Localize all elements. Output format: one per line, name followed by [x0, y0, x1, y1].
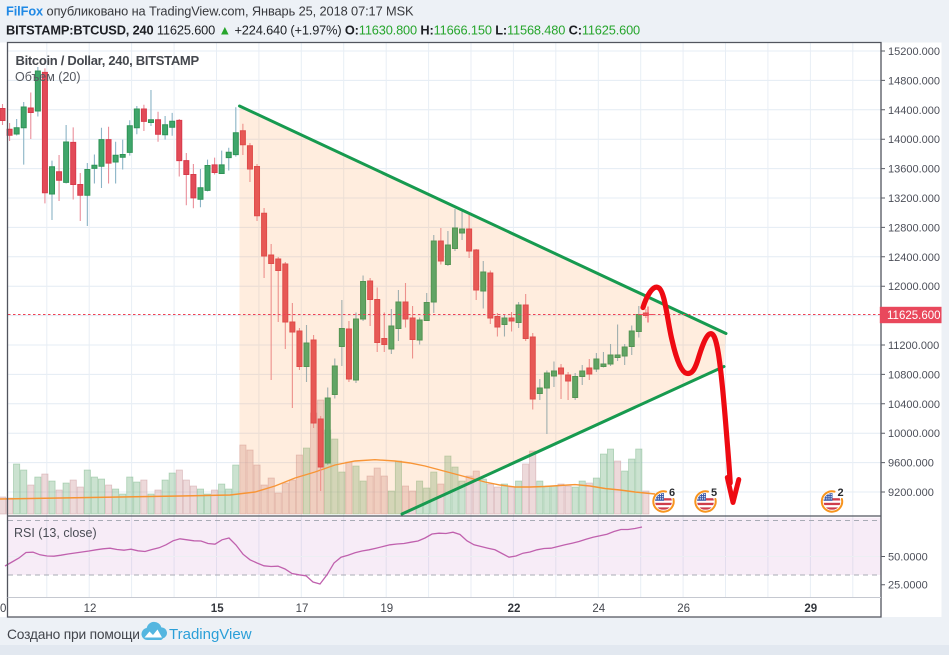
- svg-text:0: 0: [0, 603, 6, 615]
- svg-text:12400.000: 12400.000: [888, 252, 940, 264]
- svg-text:Создано при помощи: Создано при помощи: [7, 627, 140, 642]
- svg-text:BITSTAMP:BTCUSD, 240 11625.60: BITSTAMP:BTCUSD, 240 11625.600 ▲ +224.64…: [6, 23, 640, 38]
- svg-text:14400.000: 14400.000: [888, 105, 940, 117]
- svg-text:9600.000: 9600.000: [888, 458, 934, 470]
- svg-text:25.0000: 25.0000: [888, 580, 928, 592]
- svg-text:14800.000: 14800.000: [888, 75, 940, 87]
- svg-text:9200.000: 9200.000: [888, 487, 934, 499]
- svg-text:10400.000: 10400.000: [888, 399, 940, 411]
- svg-text:Объем (20): Объем (20): [15, 70, 81, 84]
- svg-text:11200.000: 11200.000: [888, 340, 939, 352]
- svg-text:12800.000: 12800.000: [888, 222, 940, 234]
- svg-text:50.0000: 50.0000: [888, 552, 928, 564]
- svg-text:22: 22: [508, 603, 521, 615]
- svg-text:29: 29: [804, 603, 817, 615]
- svg-text:14000.000: 14000.000: [888, 134, 940, 146]
- svg-text:6: 6: [669, 487, 675, 499]
- svg-text:13600.000: 13600.000: [888, 164, 940, 176]
- svg-text:RSI (13, close): RSI (13, close): [14, 526, 97, 540]
- svg-text:2: 2: [838, 487, 844, 499]
- svg-text:19: 19: [380, 603, 393, 615]
- svg-text:10800.000: 10800.000: [888, 369, 940, 381]
- svg-text:12: 12: [84, 603, 97, 615]
- svg-text:10000.000: 10000.000: [888, 428, 940, 440]
- svg-text:TradingView: TradingView: [169, 626, 252, 643]
- svg-text:13200.000: 13200.000: [888, 193, 940, 205]
- svg-text:17: 17: [296, 603, 309, 615]
- svg-text:26: 26: [677, 603, 690, 615]
- svg-text:FilFox опубликовано на Trading: FilFox опубликовано на TradingView.com, …: [6, 4, 414, 19]
- svg-text:5: 5: [711, 487, 717, 499]
- svg-text:15: 15: [211, 603, 224, 615]
- svg-text:12000.000: 12000.000: [888, 281, 940, 293]
- svg-text:11625.600: 11625.600: [887, 310, 941, 322]
- svg-text:15200.000: 15200.000: [888, 46, 940, 58]
- svg-text:Bitcoin / Dollar, 240, BITSTAM: Bitcoin / Dollar, 240, BITSTAMP: [16, 53, 200, 68]
- svg-text:24: 24: [592, 603, 605, 615]
